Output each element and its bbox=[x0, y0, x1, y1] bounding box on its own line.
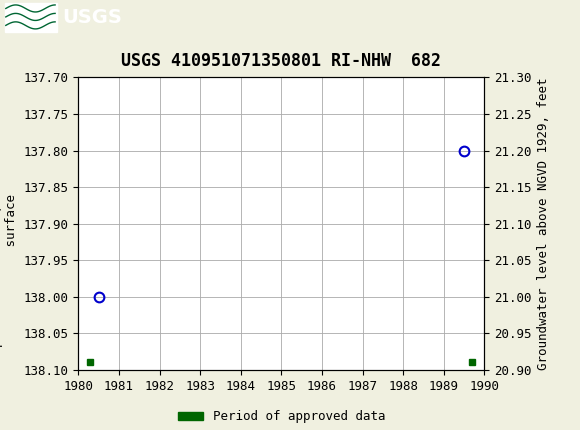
Title: USGS 410951071350801 RI-NHW  682: USGS 410951071350801 RI-NHW 682 bbox=[121, 52, 441, 70]
Y-axis label: Groundwater level above NGVD 1929, feet: Groundwater level above NGVD 1929, feet bbox=[537, 77, 550, 370]
Y-axis label: Depth to water level, feet below land
 surface: Depth to water level, feet below land su… bbox=[0, 85, 18, 362]
Text: USGS: USGS bbox=[63, 8, 122, 27]
FancyBboxPatch shape bbox=[5, 3, 57, 32]
Legend: Period of approved data: Period of approved data bbox=[172, 405, 390, 428]
